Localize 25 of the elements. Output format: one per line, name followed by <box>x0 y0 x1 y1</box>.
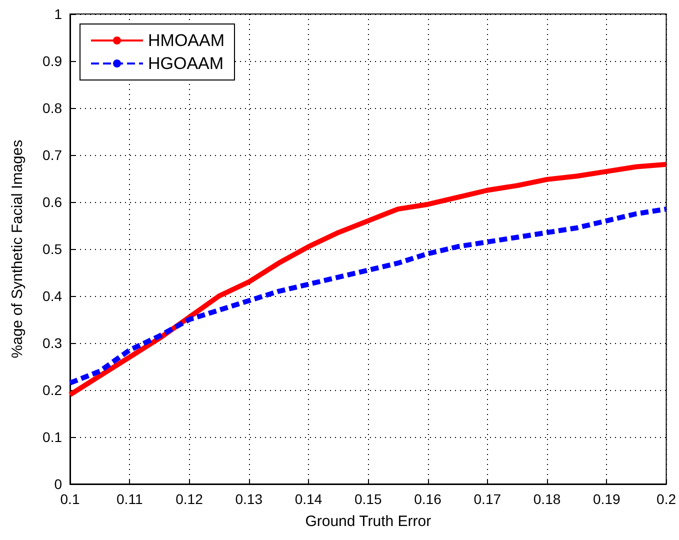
x-tick-label: 0.15 <box>354 491 382 507</box>
y-tick-label: 0.2 <box>42 382 62 398</box>
y-tick-label: 0.9 <box>42 53 62 69</box>
y-tick-label: 0.7 <box>42 147 62 163</box>
legend-label: HGOAAM <box>148 54 224 73</box>
x-tick-label: 0.19 <box>593 491 620 507</box>
y-tick-label: 0.6 <box>42 194 62 210</box>
x-tick-label: 0.2 <box>656 491 676 507</box>
x-tick-label: 0.18 <box>533 491 561 507</box>
y-tick-label: 0.1 <box>42 429 62 445</box>
x-tick-label: 0.14 <box>294 491 322 507</box>
y-tick-label: 0.4 <box>42 288 62 304</box>
y-tick-label: 0.8 <box>42 100 62 116</box>
x-tick-label: 0.12 <box>176 491 204 507</box>
y-tick-label: 0 <box>54 476 62 492</box>
x-tick-label: 0.13 <box>235 491 263 507</box>
y-tick-label: 1 <box>54 6 62 22</box>
y-tick-label: 0.3 <box>42 335 62 351</box>
y-axis-title: %age of Synthetic Facial Images <box>9 140 26 358</box>
x-tick-label: 0.17 <box>474 491 502 507</box>
x-axis-title: Ground Truth Error <box>305 513 432 530</box>
x-tick-label: 0.16 <box>414 491 442 507</box>
x-tick-label: 0.11 <box>116 491 143 507</box>
y-tick-label: 0.5 <box>42 241 62 257</box>
legend-label: HMOAAM <box>148 31 224 50</box>
